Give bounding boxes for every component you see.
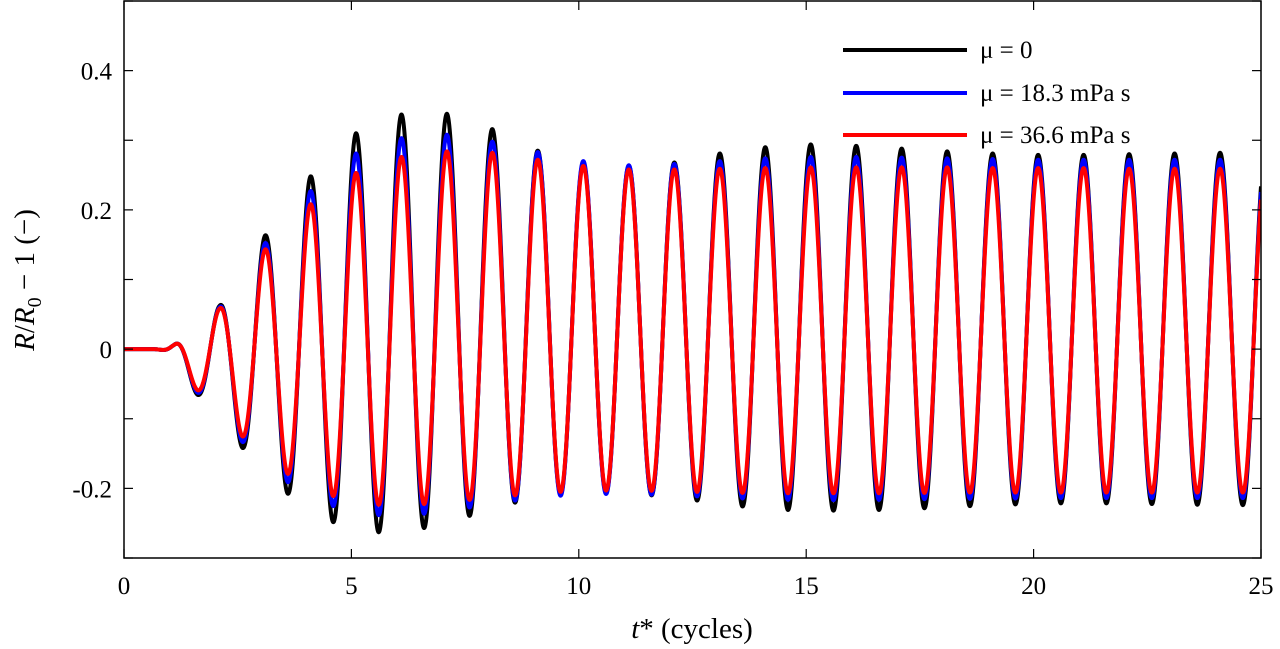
- y-tick-label: 0: [100, 337, 113, 364]
- y-tick-label: 0.4: [81, 59, 113, 86]
- x-tick-label: 15: [794, 573, 819, 600]
- x-tick-label: 20: [1021, 573, 1046, 600]
- legend-label: μ = 18.3 mPa s: [980, 80, 1130, 107]
- y-axis-title: R/R0 − 1 (−): [9, 209, 46, 352]
- series-layer: [124, 111, 1261, 535]
- legend-label: μ = 0: [980, 37, 1033, 64]
- x-tick-label: 5: [345, 573, 358, 600]
- y-tick-label: -0.2: [72, 476, 112, 503]
- x-axis-title: t* (cycles): [631, 613, 753, 645]
- legend-label: μ = 36.6 mPa s: [980, 122, 1130, 149]
- y-tick-label: 0.2: [81, 198, 112, 225]
- tick-layer: 0 5 10 15 20 25 -0.2 0 0.2 0.4: [72, 0, 1274, 600]
- x-tick-label: 10: [566, 573, 591, 600]
- legend: μ = 0 μ = 18.3 mPa s μ = 36.6 mPa s: [843, 37, 1130, 149]
- x-tick-label: 25: [1249, 573, 1274, 600]
- x-tick-label: 0: [118, 573, 131, 600]
- series-line-2: [124, 149, 1261, 507]
